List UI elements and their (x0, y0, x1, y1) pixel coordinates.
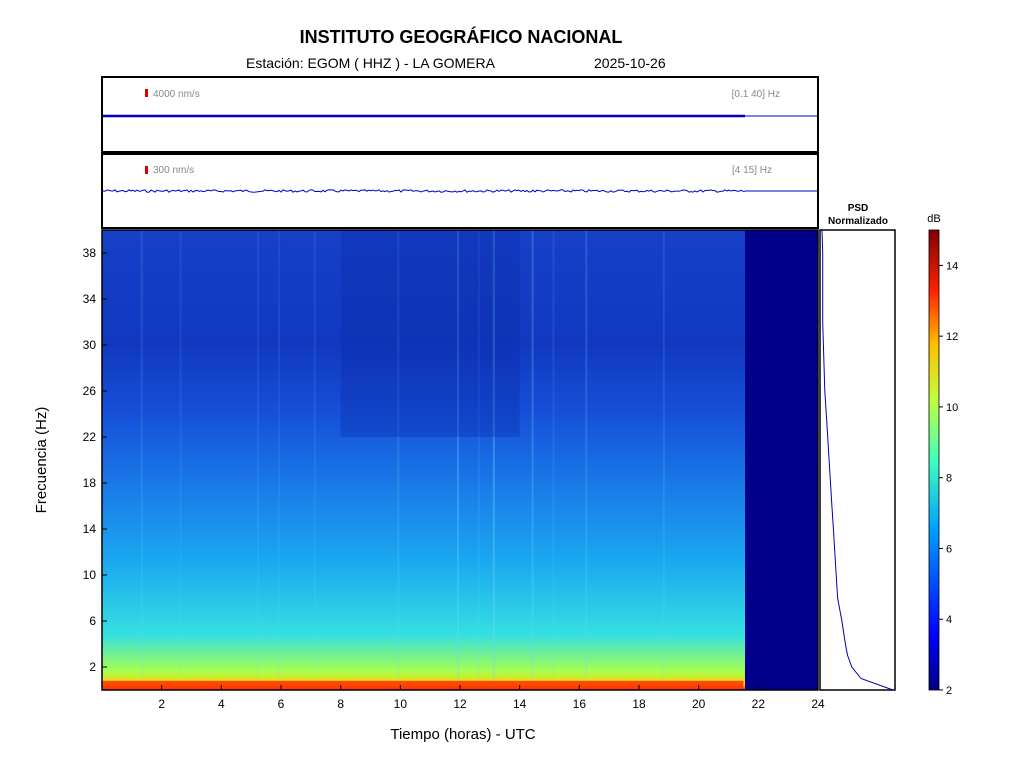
date-label: 2025-10-26 (594, 55, 666, 71)
y-tick-label: 34 (83, 292, 97, 306)
event-stripe (179, 230, 182, 682)
event-stripe (477, 230, 480, 682)
x-tick-label: 24 (811, 697, 825, 711)
colorbar-ticks: 14 12 10 8 6 4 2 (939, 260, 958, 697)
psd-subtitle: Normalizado (828, 216, 888, 227)
x-tick-label: 14 (513, 697, 527, 711)
event-stripe (552, 230, 555, 682)
x-tick-label: 16 (573, 697, 587, 711)
event-stripe (140, 230, 143, 682)
y-tick-label: 14 (83, 522, 97, 536)
event-stripe (531, 230, 534, 682)
y-tick-label: 22 (83, 430, 97, 444)
colorbar-tick-label: 14 (946, 260, 958, 272)
event-stripe (662, 230, 665, 682)
x-tick-label: 12 (453, 697, 467, 711)
x-tick-label: 4 (218, 697, 225, 711)
event-stripe (278, 230, 281, 682)
quiet-region (340, 230, 520, 437)
psd-title: PSD (848, 203, 869, 214)
x-tick-label: 20 (692, 697, 706, 711)
event-stripe (585, 230, 588, 682)
chart-title: INSTITUTO GEOGRÁFICO NACIONAL (299, 27, 623, 47)
x-tick-label: 6 (278, 697, 285, 711)
x-axis-ticks: 2 4 6 8 10 12 14 16 18 20 22 24 (158, 685, 825, 711)
event-stripe (313, 230, 316, 682)
x-tick-label: 10 (394, 697, 408, 711)
station-label: Estación: EGOM ( HHZ ) - LA GOMERA (246, 55, 495, 71)
x-tick-label: 22 (752, 697, 766, 711)
y-tick-label: 38 (83, 246, 97, 260)
colorbar-tick-label: 10 (946, 402, 958, 414)
psd-curve (821, 229, 894, 691)
scale-marker (145, 89, 148, 97)
x-tick-label: 2 (158, 697, 165, 711)
y-tick-label: 30 (83, 338, 97, 352)
y-tick-label: 10 (83, 568, 97, 582)
trace-scale-label: 300 nm/s (153, 165, 194, 176)
event-stripe (457, 230, 460, 682)
trace-band-label: [0.1 40] Hz (732, 89, 780, 100)
colorbar-tick-label: 6 (946, 543, 952, 555)
colorbar: dB 14 12 10 8 6 4 2 (927, 213, 958, 697)
spectrogram: 2 4 6 8 10 12 14 16 18 20 22 24 261014182226303438 … (33, 229, 825, 743)
trace-panel-broadband: 4000 nm/s [0.1 40] Hz (101, 76, 819, 153)
trace-panel-filtered: 300 nm/s [4 15] Hz (101, 153, 819, 229)
no-data-region (745, 230, 818, 690)
colorbar-tick-label: 4 (946, 614, 952, 626)
psd-panel: PSD Normalizado (819, 203, 896, 691)
colorbar-tick-label: 12 (946, 331, 958, 343)
x-tick-label: 8 (337, 697, 344, 711)
event-stripe (257, 230, 260, 682)
scale-marker (145, 166, 148, 174)
y-tick-label: 6 (89, 614, 96, 628)
trace-signal (102, 189, 746, 193)
event-stripe (397, 230, 400, 682)
x-tick-label: 18 (632, 697, 646, 711)
colorbar-unit: dB (927, 213, 940, 225)
trace-band-label: [4 15] Hz (732, 165, 772, 176)
y-tick-label: 18 (83, 476, 97, 490)
colorbar-tick-label: 8 (946, 473, 952, 485)
colorbar-tick-label: 2 (946, 685, 952, 697)
y-axis-label: Frecuencia (Hz) (33, 407, 50, 514)
y-tick-label: 2 (89, 660, 96, 674)
event-stripe (492, 230, 495, 682)
x-axis-label: Tiempo (horas) - UTC (390, 726, 535, 743)
spectrogram-image (102, 230, 745, 690)
low-freq-band (102, 680, 744, 690)
y-tick-label: 26 (83, 384, 97, 398)
spectrogram-texture (102, 230, 744, 690)
trace-scale-label: 4000 nm/s (153, 89, 200, 100)
